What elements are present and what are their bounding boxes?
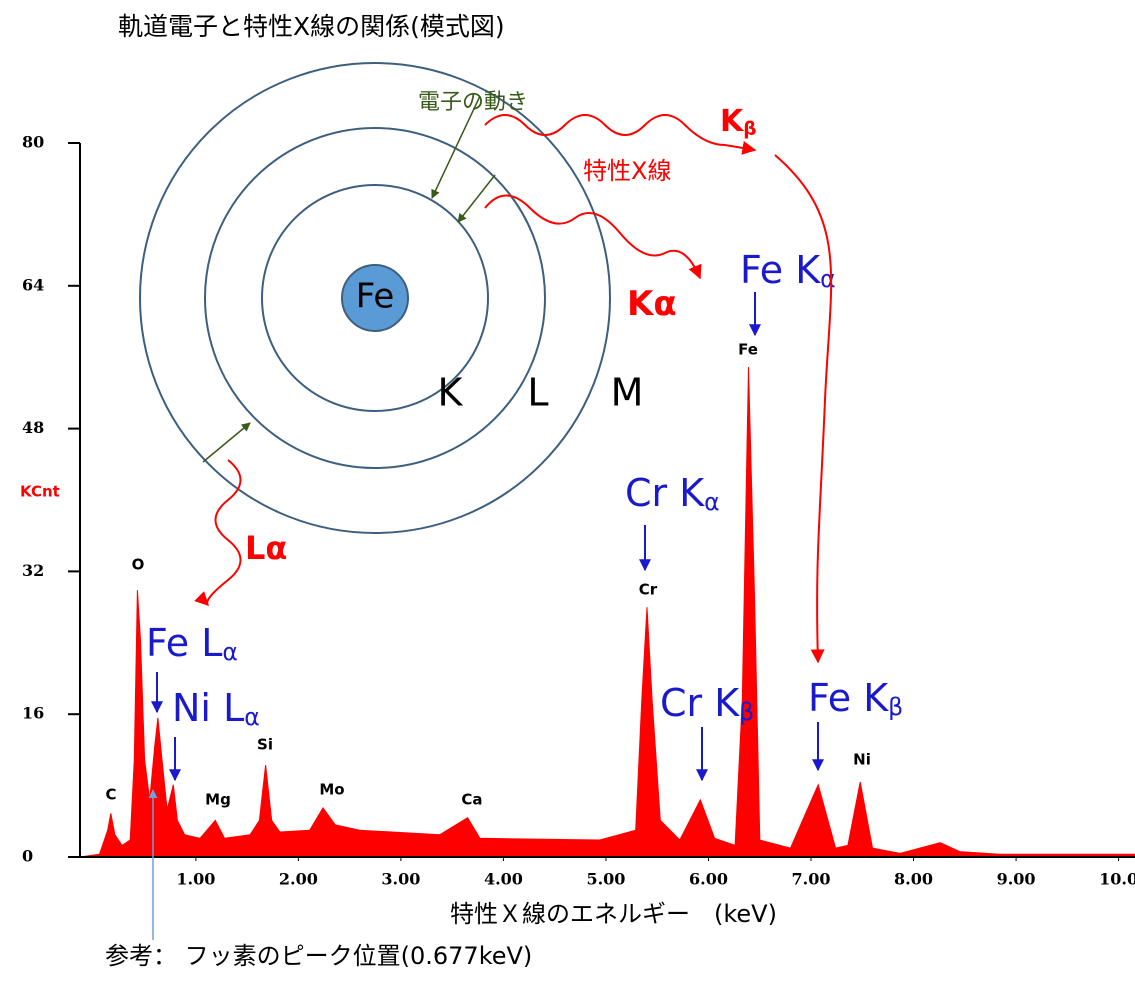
line-label: Fe Kβ (808, 676, 903, 721)
line-label: Ni Lα (172, 686, 260, 731)
label-main: K (720, 104, 745, 139)
x-tick-label: 6.00 (689, 870, 728, 889)
x-tick-label: 10.0 (1099, 870, 1135, 889)
electron-arrow (203, 423, 250, 462)
y-tick-label: 32 (22, 561, 44, 580)
y-tick-label: 48 (22, 418, 44, 437)
x-tick-label: 2.00 (279, 870, 318, 889)
line-label: Cr Kβ (660, 681, 754, 726)
x-tick-label: 1.00 (176, 870, 215, 889)
wave (485, 115, 755, 150)
xray-label: 特性X線 (583, 157, 671, 185)
label-sub: α (222, 638, 238, 666)
y-tick-label: 16 (22, 704, 44, 723)
peak-label: Si (257, 736, 273, 754)
line-label: Lα (245, 529, 287, 567)
transition-curve (775, 155, 831, 662)
peak-label: C (105, 786, 116, 804)
line-label: Fe Lα (146, 621, 238, 666)
spectrum-area (80, 367, 1135, 857)
label-sub: β (888, 693, 903, 721)
line-label: Cr Kα (625, 471, 720, 516)
x-tick-label: 8.00 (894, 870, 933, 889)
shell-label: L (527, 371, 548, 415)
label-main: Lα (245, 529, 287, 567)
y-tick-label: 0 (22, 847, 33, 866)
peak-label: Ni (853, 751, 871, 769)
x-axis-title: 特性Ｘ線のエネルギー (keV) (450, 900, 777, 928)
peak-label: Mg (205, 791, 231, 809)
wave (207, 460, 240, 605)
note: 参考： フッ素のピーク位置(0.677keV) (105, 942, 532, 970)
peak-label: O (132, 556, 145, 574)
chart-title: 軌道電子と特性X線の関係(模式図) (118, 12, 505, 41)
shell-label: M (611, 371, 644, 415)
x-tick-label: 7.00 (792, 870, 831, 889)
label-sub: β (743, 118, 756, 139)
x-tick-label: 3.00 (381, 870, 420, 889)
chart: 軌道電子と特性X線の関係(模式図) 0 16 32 48 64 80 1.00 2.00 3.0… (0, 0, 1135, 981)
x-tick-label: 4.00 (484, 870, 523, 889)
plot: 0 16 32 48 64 80 1.00 2.00 3.00 4.00 5.00 6.00 7.00 8… (22, 104, 1135, 889)
label-sub: β (739, 698, 754, 726)
x-tick-label: 9.00 (997, 870, 1036, 889)
line-label: Kβ (720, 104, 757, 140)
peak-label: Fe (738, 341, 758, 359)
nucleus-label: Fe (356, 277, 395, 317)
label-main: Fe K (740, 248, 821, 292)
label-sub: α (820, 265, 836, 293)
label-main: Fe L (146, 621, 222, 665)
label-main: Cr K (625, 471, 705, 515)
label-sub: α (244, 703, 260, 731)
peak-label: Ca (461, 791, 482, 809)
shell-label: K (438, 371, 464, 415)
peak-label: Cr (639, 581, 658, 599)
label-main: Cr K (660, 681, 740, 725)
x-tick-label: 5.00 (586, 870, 625, 889)
label-main: Fe K (808, 676, 889, 720)
label-sub: α (704, 488, 720, 516)
y-tick-label: 64 (22, 275, 44, 294)
y-axis-title: KCnt (20, 483, 60, 501)
y-tick-label: 80 (22, 133, 44, 152)
electron-arrow (458, 175, 495, 222)
label-main: Ni L (172, 686, 244, 730)
line-label: Kα (627, 284, 677, 324)
line-label: Fe Kα (740, 248, 836, 293)
label-main: Kα (627, 284, 677, 324)
peak-label: Mo (319, 781, 344, 799)
